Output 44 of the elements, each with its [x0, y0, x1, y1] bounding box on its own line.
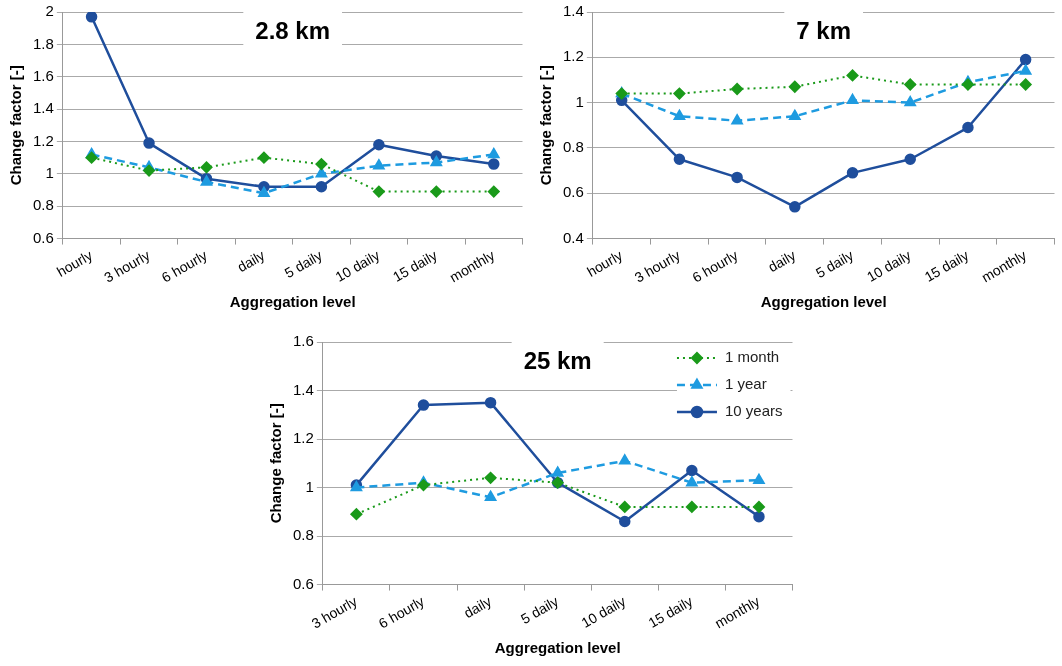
y-tick-label: 1: [305, 477, 314, 495]
legend-label: 10 years: [724, 402, 783, 420]
y-tick-label: 0.8: [32, 196, 54, 214]
y-tick-label: 0.6: [562, 183, 584, 201]
x-tick-label: daily: [765, 246, 799, 276]
y-tick-label: 0.4: [562, 228, 584, 246]
y-axis-title: Change factor [-]: [267, 403, 285, 524]
chart-title: 2.8 km: [255, 16, 331, 44]
y-tick-label: 1.6: [292, 332, 314, 350]
x-axis-title: Aggregation level: [229, 293, 356, 311]
x-tick-label: 15 daily: [390, 246, 440, 285]
x-tick-label: 5 daily: [812, 246, 856, 281]
x-tick-label: 10 daily: [332, 246, 383, 285]
x-tick-label: daily: [461, 592, 495, 622]
legend-label: 1 month: [724, 348, 780, 366]
legend-label: 1 year: [724, 375, 767, 393]
y-tick-label: 0.8: [292, 526, 314, 544]
y-tick-label: 1.4: [562, 2, 584, 20]
x-tick-label: 10 daily: [863, 246, 914, 285]
x-axis-title: Aggregation level: [494, 639, 621, 657]
y-tick-label: 0.6: [292, 574, 314, 592]
y-tick-label: 1.4: [292, 380, 314, 398]
y-tick-label: 1.2: [562, 47, 584, 65]
x-tick-label: 15 daily: [645, 592, 696, 631]
y-axis-title: Change factor [-]: [537, 65, 555, 186]
y-tick-label: 0.8: [562, 138, 584, 156]
x-tick-label: 5 daily: [281, 246, 325, 281]
x-tick-label: 5 daily: [518, 592, 562, 627]
chart-title: 25 km: [523, 346, 592, 374]
y-tick-label: 2: [45, 2, 54, 20]
y-tick-label: 1: [45, 163, 54, 181]
x-tick-label: 15 daily: [921, 246, 972, 285]
chart-title: 7 km: [796, 16, 852, 44]
x-axis-title: Aggregation level: [760, 293, 887, 311]
y-tick-label: 1.2: [292, 429, 314, 447]
y-tick-label: 1.2: [32, 131, 54, 149]
y-axis-title: Change factor [-]: [7, 65, 25, 186]
y-tick-label: 1.8: [32, 34, 54, 52]
y-tick-label: 1.4: [32, 99, 54, 117]
x-tick-label: daily: [234, 246, 268, 276]
x-tick-label: 10 daily: [578, 592, 629, 631]
y-tick-label: 0.6: [32, 228, 54, 246]
y-tick-label: 1.6: [32, 66, 54, 84]
y-tick-label: 1: [575, 92, 584, 110]
